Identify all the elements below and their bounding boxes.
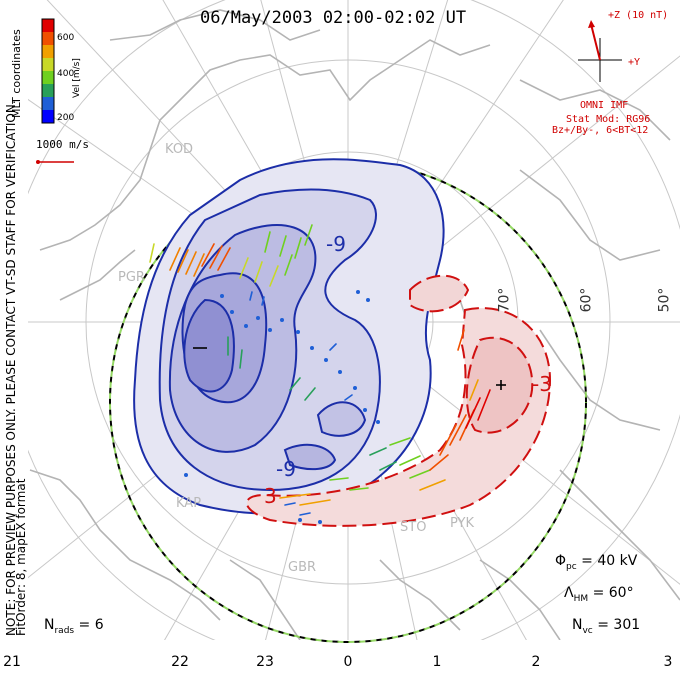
station-gbr: GBR [288, 560, 317, 575]
mlt-label: 23 [256, 654, 274, 670]
station-pgr: PGR [118, 270, 145, 285]
hm-latitude: ΛHM = 60° [564, 585, 634, 604]
vector-scale-label: 1000 m/s [36, 138, 89, 151]
imf-dial [578, 20, 622, 82]
potential-extremum-markers [193, 347, 506, 390]
station-pyk: PYK [450, 516, 475, 531]
imf-stat-mod: Stat Mod: RG96 [566, 114, 651, 125]
station-sto: STO [400, 520, 427, 535]
contour-label: -9 [326, 232, 346, 256]
imf-y-label: +Y [628, 57, 641, 68]
mlt-label: 1 [432, 654, 442, 670]
hm-latitude-value: 60° [608, 585, 634, 601]
colorbar-tick-200: 200 [57, 113, 75, 123]
station-kap: KAP [176, 496, 202, 511]
colorbar-tick-600: 600 [57, 33, 75, 43]
vector-scale [36, 160, 74, 164]
radar-count-value: 6 [94, 617, 104, 633]
cross-polar-potential-value: 40 kV [597, 553, 638, 569]
imf-z-label: +Z (10 nT) [608, 10, 669, 21]
latitude-label-70: 70° [496, 287, 513, 313]
latitude-label-50: 50° [656, 287, 673, 313]
imf-source: OMNI IMF [580, 100, 629, 111]
velocity-vectors [149, 224, 491, 524]
velocity-colorbar [41, 18, 55, 124]
station-kod: KOD [165, 142, 194, 157]
colorbar-axis-label: Vel [m/s] [72, 58, 82, 98]
mlt-label: 22 [171, 654, 189, 670]
map-title: 06/May/2003 02:00-02:02 UT [200, 8, 467, 28]
contour-label: 3 [264, 484, 277, 508]
imf-condition: Bz+/By-, 6<BT<12 [552, 125, 649, 136]
contour-label: -3 [532, 372, 552, 396]
colorbar-tick-400: 400 [57, 69, 75, 79]
latitude-label-60: 60° [578, 287, 595, 313]
vector-count-value: 301 [613, 617, 641, 633]
mlt-label: 2 [531, 654, 541, 670]
mlt-label: 21 [3, 654, 21, 670]
radar-count: Nrads = 6 [44, 617, 104, 636]
contour-label: -9 [276, 457, 296, 481]
cross-polar-potential: Φpc = 40 kV [555, 553, 638, 572]
negative-potential-cell [133, 158, 445, 515]
fit-order-label: FitOrder: 8, mapEX format [14, 478, 28, 636]
mlt-label: 0 [343, 654, 353, 670]
vector-count: Nvc = 301 [572, 617, 641, 636]
mlt-label: 3 [663, 654, 673, 670]
